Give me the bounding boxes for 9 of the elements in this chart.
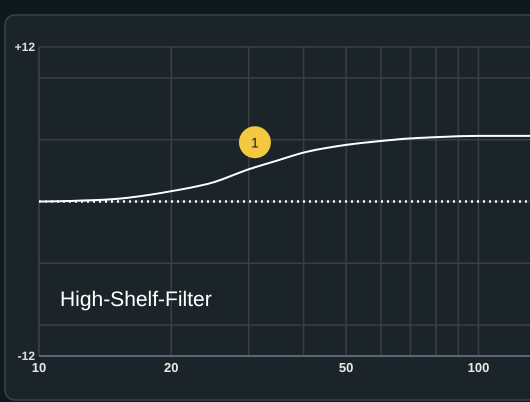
x-tick-label: 100 <box>468 360 490 375</box>
annotation: 1 <box>251 134 260 150</box>
y-tick-label: +12 <box>14 40 36 54</box>
x-tick-label: 10 <box>32 360 46 375</box>
numbered-badge: 1 <box>238 126 271 158</box>
annotation: High-Shelf-Filter <box>60 288 212 311</box>
y-tick-label: -12 <box>18 349 36 363</box>
x-tick-label: 50 <box>338 360 354 375</box>
x-tick-label: 20 <box>164 360 179 375</box>
